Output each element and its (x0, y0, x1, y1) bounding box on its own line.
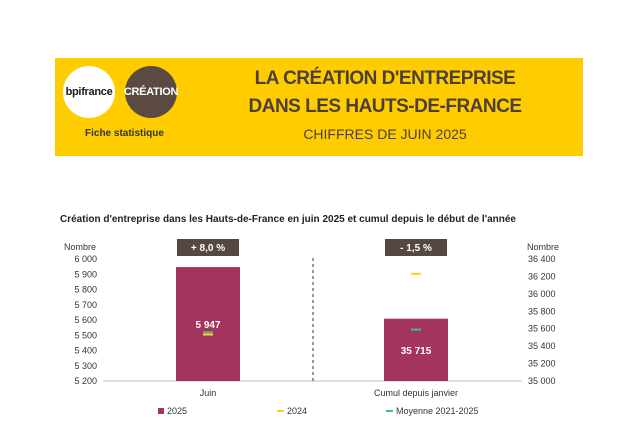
legend-swatch (158, 408, 164, 414)
page-title-line2: DANS LES HAUTS-DE-FRANCE (248, 96, 523, 117)
y-tick-left: 5 500 (74, 330, 97, 340)
change-badge-label: + 8,0 % (191, 243, 225, 254)
fiche-label: Fiche statistique (85, 128, 164, 139)
creation-logo: CRÉATION (124, 66, 178, 118)
y-tick-left: 6 000 (74, 254, 97, 264)
legend-label: Moyenne 2021-2025 (396, 406, 479, 416)
legend-label: 2025 (167, 406, 187, 416)
y-tick-left: 5 400 (74, 346, 97, 356)
page-title-line1: LA CRÉATION D'ENTREPRISE (254, 68, 516, 89)
y-tick-left: 5 600 (74, 315, 97, 325)
y-tick-left: 5 300 (74, 361, 97, 371)
change-badge (177, 239, 239, 256)
change-badge-label: - 1,5 % (400, 243, 432, 254)
legend-label: 2024 (287, 406, 307, 416)
bar-value-label: 35 715 (401, 346, 432, 357)
y-tick-right: 35 400 (528, 341, 556, 351)
x-category-label: Juin (200, 388, 217, 398)
y-tick-right: 36 200 (528, 271, 556, 281)
bpifrance-logo: bpifrance (63, 66, 115, 118)
y-tick-right: 35 800 (528, 306, 556, 316)
header-banner: bpifrance CRÉATION Fiche statistique LA … (55, 58, 583, 156)
bar-2025 (176, 267, 240, 381)
y-tick-right: 35 000 (528, 376, 556, 386)
y-tick-right: 35 200 (528, 359, 556, 369)
page-subtitle: CHIFFRES DE JUIN 2025 (303, 126, 467, 142)
y-tick-left: 5 200 (74, 376, 97, 386)
change-badge (385, 239, 447, 256)
y-axis-right-label: Nombre (527, 242, 559, 252)
y-tick-right: 36 400 (528, 254, 556, 264)
y-tick-right: 35 600 (528, 324, 556, 334)
y-tick-left: 5 800 (74, 285, 97, 295)
x-category-label: Cumul depuis janvier (374, 388, 458, 398)
y-tick-left: 5 700 (74, 300, 97, 310)
y-tick-left: 5 900 (74, 269, 97, 279)
y-axis-left-label: Nombre (64, 242, 96, 252)
bar-value-label: 5 947 (195, 320, 220, 331)
y-tick-right: 36 000 (528, 289, 556, 299)
chart-title: Création d'entreprise dans les Hauts-de-… (60, 214, 516, 225)
